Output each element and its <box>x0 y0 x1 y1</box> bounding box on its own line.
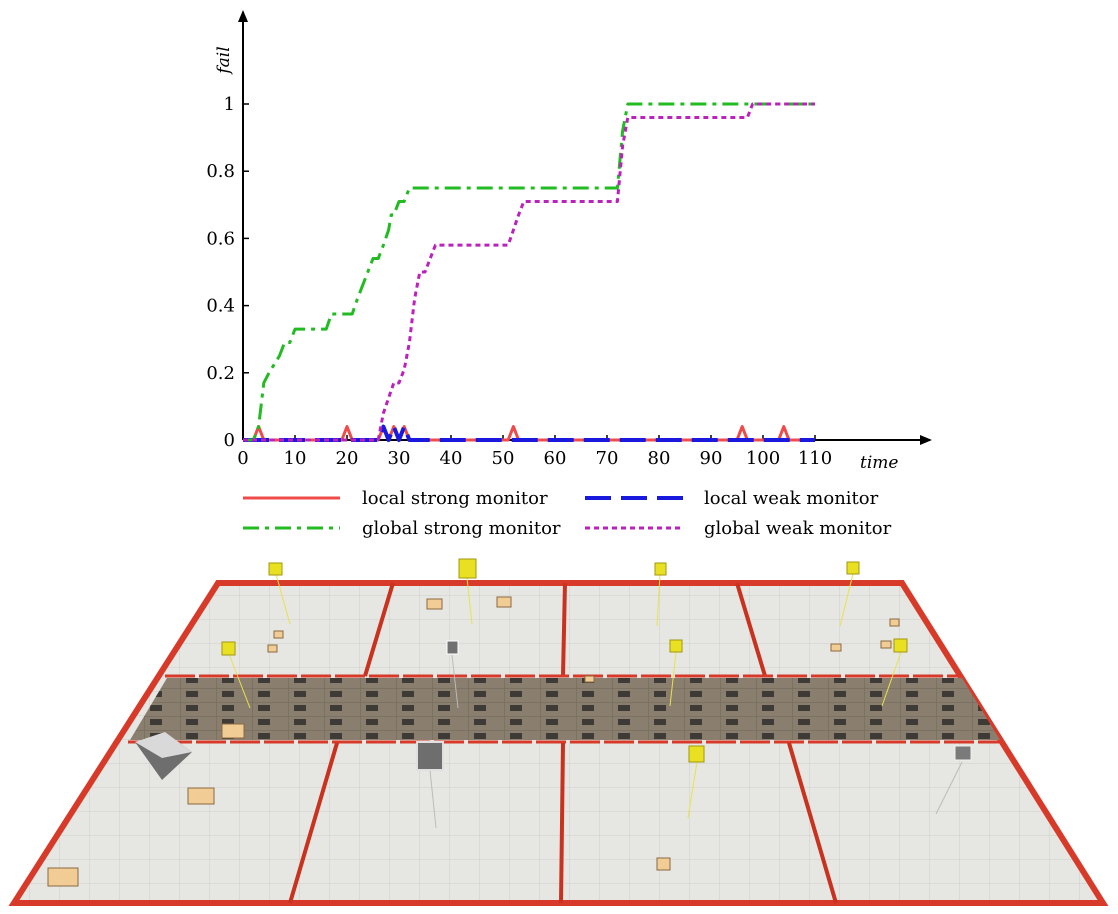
tan-box <box>830 643 842 652</box>
zone-divider <box>787 742 838 904</box>
tan-box <box>584 675 595 683</box>
zone-divider <box>288 742 339 904</box>
yellow-monitor <box>458 558 477 625</box>
tan-box <box>267 644 278 653</box>
warehouse-simulation-scene <box>8 558 1109 906</box>
floor-border <box>8 580 1109 906</box>
y-tick-label: 0.6 <box>206 228 235 249</box>
legend-label: global strong monitor <box>362 518 561 539</box>
legend: local strong monitor local weak monitor … <box>243 488 892 539</box>
legend-item-global-strong: global strong monitor <box>243 518 561 539</box>
y-tick-label: 0.8 <box>206 161 235 182</box>
tan-box <box>656 857 671 871</box>
tan-box <box>889 618 900 627</box>
x-tick-label: 110 <box>798 448 832 469</box>
x-tick-label: 50 <box>492 448 515 469</box>
yellow-monitor <box>881 638 908 707</box>
tan-box <box>187 787 215 805</box>
tan-box <box>221 723 245 739</box>
series-line-local-strong-monitor <box>243 425 815 442</box>
yellow-monitor <box>669 639 683 707</box>
fail-over-time-chart: 0 10 20 30 40 50 60 70 80 90 100 110 0 0.2 0.4 0.6 0.8 1… <box>206 10 932 539</box>
y-axis-label: fail <box>214 46 234 75</box>
yellow-monitor <box>221 641 251 709</box>
series-line-global-strong-monitor <box>243 102 815 442</box>
legend-item-local-strong: local strong monitor <box>243 488 548 509</box>
legend-label: local weak monitor <box>704 488 879 509</box>
series-line-global-weak-monitor <box>243 102 815 442</box>
x-axis-label: time <box>860 453 898 473</box>
center-road <box>130 678 1000 740</box>
tan-box <box>47 867 79 887</box>
legend-label: global weak monitor <box>704 518 892 539</box>
legend-item-global-weak: global weak monitor <box>585 518 892 539</box>
y-tick-label: 0 <box>224 430 235 451</box>
grey-robot <box>416 741 444 829</box>
legend-item-local-weak: local weak monitor <box>585 488 879 509</box>
zone-divider <box>561 582 567 677</box>
tan-box <box>273 630 284 639</box>
x-tick-label: 0 <box>237 448 248 469</box>
tan-box <box>496 596 512 608</box>
tan-box <box>426 598 443 610</box>
y-tick-label: 1 <box>224 94 235 115</box>
y-tick-label: 0.4 <box>206 296 235 317</box>
x-tick-label: 20 <box>336 448 359 469</box>
x-tick-label: 40 <box>440 448 463 469</box>
x-tick-label: 70 <box>596 448 619 469</box>
tan-box <box>880 640 892 649</box>
legend-label: local strong monitor <box>362 488 548 509</box>
x-tick-label: 10 <box>284 448 307 469</box>
yellow-monitor <box>839 561 860 627</box>
yellow-monitor <box>268 562 291 625</box>
x-tick-label: 30 <box>388 448 411 469</box>
zone-divider <box>363 582 395 677</box>
series-line-local-weak-monitor <box>243 424 815 442</box>
zone-divider <box>559 742 565 904</box>
grey-robot <box>935 745 972 815</box>
zone-divider <box>735 582 767 677</box>
x-tick-label: 100 <box>746 448 780 469</box>
yellow-monitor <box>654 562 667 627</box>
x-tick-label: 80 <box>648 448 671 469</box>
x-tick-label: 60 <box>544 448 567 469</box>
x-tick-label: 90 <box>700 448 723 469</box>
grey-robot <box>446 640 459 709</box>
grey-robot <box>135 732 192 780</box>
yellow-monitor <box>687 745 705 819</box>
y-tick-label: 0.2 <box>206 363 235 384</box>
